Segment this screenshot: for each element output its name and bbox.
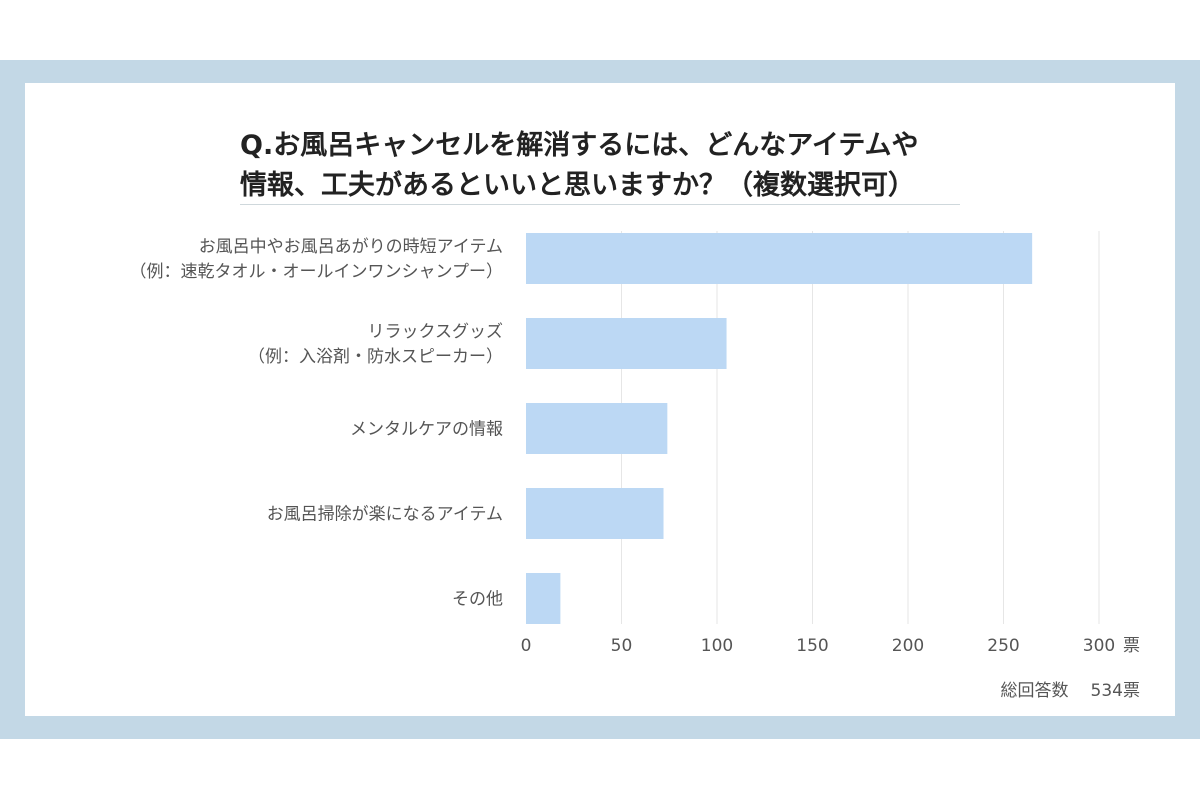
x-axis-tick-labels: 0 50 100 150 200 250 300 票 [521,636,1140,656]
x-axis-unit: 票 [1123,636,1140,656]
bar-1 [526,318,727,369]
category-label-4-line-0: その他 [452,590,503,610]
category-label-2-line-0: メンタルケアの情報 [350,420,503,440]
bar-2 [526,403,668,454]
chart-title: Q.お風呂キャンセルを解消するには、どんなアイテムや 情報、工夫があるといいと思… [240,126,919,206]
bars [526,233,1033,624]
category-label-0-line-0: お風呂中やお風呂あがりの時短アイテム [199,237,503,257]
category-label-3-line-0: お風呂掃除が楽になるアイテム [267,505,503,525]
title-underline [240,204,960,205]
chart-card [25,83,1175,716]
x-tick-label-150: 150 [796,636,828,656]
x-tick-label-0: 0 [521,636,532,656]
total-responses: 総回答数 534票 [1001,676,1140,701]
x-tick-label-200: 200 [892,636,924,656]
bar-4 [526,573,561,624]
x-tick-label-250: 250 [987,636,1019,656]
chart-title-line-1: Q.お風呂キャンセルを解消するには、どんなアイテムや [240,130,919,161]
category-labels: お風呂中やお風呂あがりの時短アイテム （例：速乾タオル・オールインワンシャンプー）… [130,237,504,610]
chart-title-line-2: 情報、工夫があるといいと思いますか？（複数選択可） [240,170,915,201]
x-tick-label-100: 100 [701,636,733,656]
bar-0 [526,233,1033,284]
category-label-0-line-1: （例：速乾タオル・オールインワンシャンプー） [130,262,504,282]
category-label-1-line-1: （例：入浴剤・防水スピーカー） [248,347,503,367]
total-responses-label: 総回答数 [1000,681,1069,701]
bar-3 [526,488,664,539]
x-tick-label-300: 300 [1083,636,1115,656]
x-tick-label-50: 50 [611,636,633,656]
total-responses-value: 534票 [1090,681,1140,701]
grid-lines [621,231,1100,624]
category-label-1-line-0: リラックスグッズ [368,322,504,342]
